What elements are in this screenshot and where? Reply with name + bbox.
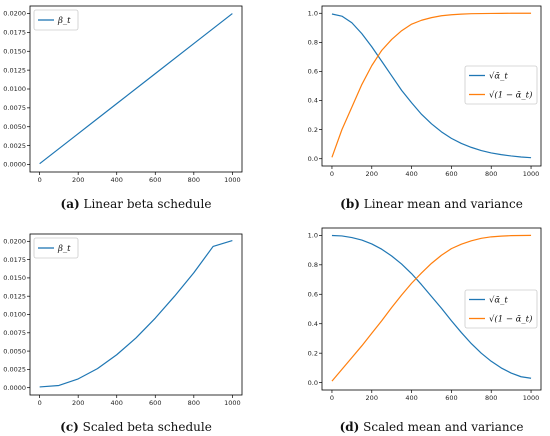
y-tick-label: 0.8 [308, 261, 318, 269]
series-line-orange [331, 234, 532, 382]
legend: β_t [33, 237, 79, 259]
y-tick-label: 0.0200 [3, 238, 26, 246]
y-tick-label: 1.0 [308, 232, 318, 240]
y-tick-label: 0.6 [308, 290, 318, 298]
x-tick-label: 200 [72, 399, 84, 407]
legend-label: √(1 − ᾱ_t) [489, 314, 532, 325]
x-tick-label: 0 [330, 394, 334, 402]
axes-frame [321, 227, 542, 391]
x-tick-label: 400 [405, 394, 417, 402]
y-tick-label: 0.0125 [3, 292, 26, 300]
x-tick-label: 800 [485, 394, 497, 402]
x-tick-label: 1000 [224, 176, 241, 184]
series-line-blue [331, 234, 532, 379]
legend-box [33, 9, 79, 31]
x-tick-label: 400 [111, 399, 123, 407]
series-line-blue [39, 13, 233, 165]
legend: √ᾱ_t √(1 − ᾱ_t) [464, 289, 538, 329]
x-tick-label: 400 [405, 170, 417, 178]
y-tick-label: 0.0100 [3, 311, 26, 319]
series-line-blue [39, 240, 233, 388]
y-tick-label: 0.4 [308, 320, 318, 328]
caption-text: Scaled beta schedule [79, 420, 212, 434]
panel-caption: (c) Scaled beta schedule [60, 420, 212, 434]
caption-label: (a) [61, 197, 80, 211]
y-tick-label: 0.2 [308, 126, 318, 134]
y-tick-label: 0.0 [308, 379, 318, 387]
x-tick-label: 600 [445, 394, 457, 402]
x-tick-label: 0 [38, 399, 42, 407]
y-tick-label: 0.0050 [3, 123, 26, 131]
y-tick-label: 0.0175 [3, 29, 26, 37]
legend-box [33, 237, 79, 259]
y-tick-label: 0.0025 [3, 142, 26, 150]
x-tick-label: 600 [149, 176, 161, 184]
series-line-blue [331, 13, 532, 159]
panel-c: 0 200 400 600 800 1000 0.0000 0.0025 0.0050 0.007… [3, 233, 243, 434]
legend-label: √ᾱ_t [489, 296, 508, 306]
x-tick-label: 1000 [523, 394, 540, 402]
caption-text: Scaled mean and variance [359, 420, 523, 434]
x-tick-label: 200 [366, 394, 378, 402]
caption-label: (c) [60, 420, 79, 434]
y-tick-label: 0.4 [308, 97, 318, 105]
y-tick-label: 0.0100 [3, 85, 26, 93]
panel-d: 0 200 400 600 800 10000.00.20.40.60.81.0√ᾱ_t√… [308, 227, 542, 434]
legend: √ᾱ_t √(1 − ᾱ_t) [464, 65, 538, 105]
legend-label: β_t [57, 244, 71, 254]
y-tick-label: 0.8 [308, 39, 318, 47]
y-tick-label: 0.0075 [3, 329, 26, 337]
y-tick-label: 0.2 [308, 349, 318, 357]
caption-label: (b) [340, 197, 360, 211]
x-tick-label: 800 [188, 399, 200, 407]
legend: β_t [33, 9, 79, 31]
x-tick-label: 0 [38, 176, 42, 184]
axes-frame [321, 5, 542, 167]
caption-text: Linear mean and variance [360, 197, 523, 211]
y-tick-label: 0.0075 [3, 104, 26, 112]
y-tick-label: 0.6 [308, 68, 318, 76]
panel-caption: (a) Linear beta schedule [61, 197, 212, 211]
x-tick-label: 400 [111, 176, 123, 184]
y-tick-label: 1.0 [308, 9, 318, 17]
x-tick-label: 600 [445, 170, 457, 178]
y-tick-label: 0.0 [308, 155, 318, 163]
panel-caption: (b) Linear mean and variance [340, 197, 523, 211]
y-tick-label: 0.0150 [3, 47, 26, 55]
y-tick-label: 0.0125 [3, 66, 26, 74]
x-tick-label: 800 [485, 170, 497, 178]
y-tick-label: 0.0025 [3, 366, 26, 374]
legend-label: √(1 − ᾱ_t) [489, 90, 532, 101]
x-tick-label: 1000 [224, 399, 241, 407]
caption-label: (d) [340, 420, 360, 434]
panel-a: 0 200 400 600 800 1000 0.0000 0.0025 0.0050 0.007… [3, 5, 243, 211]
x-tick-label: 600 [149, 399, 161, 407]
y-tick-label: 0.0150 [3, 274, 26, 282]
y-tick-label: 0.0200 [3, 10, 26, 18]
y-tick-label: 0.0175 [3, 256, 26, 264]
y-tick-label: 0.0000 [3, 161, 26, 169]
panel-b: 0 200 400 600 800 10000.00.20.40.60.81.0√ᾱ_t√… [308, 5, 542, 211]
series-line-orange [331, 12, 532, 158]
y-tick-label: 0.0050 [3, 347, 26, 355]
legend-label: β_t [57, 16, 71, 26]
y-tick-label: 0.0000 [3, 384, 26, 392]
x-tick-label: 800 [188, 176, 200, 184]
caption-text: Linear beta schedule [80, 197, 212, 211]
x-tick-label: 200 [366, 170, 378, 178]
x-tick-label: 0 [330, 170, 334, 178]
x-tick-label: 200 [72, 176, 84, 184]
x-tick-label: 1000 [523, 170, 540, 178]
panel-caption: (d) Scaled mean and variance [340, 420, 524, 434]
legend-label: √ᾱ_t [489, 72, 508, 82]
